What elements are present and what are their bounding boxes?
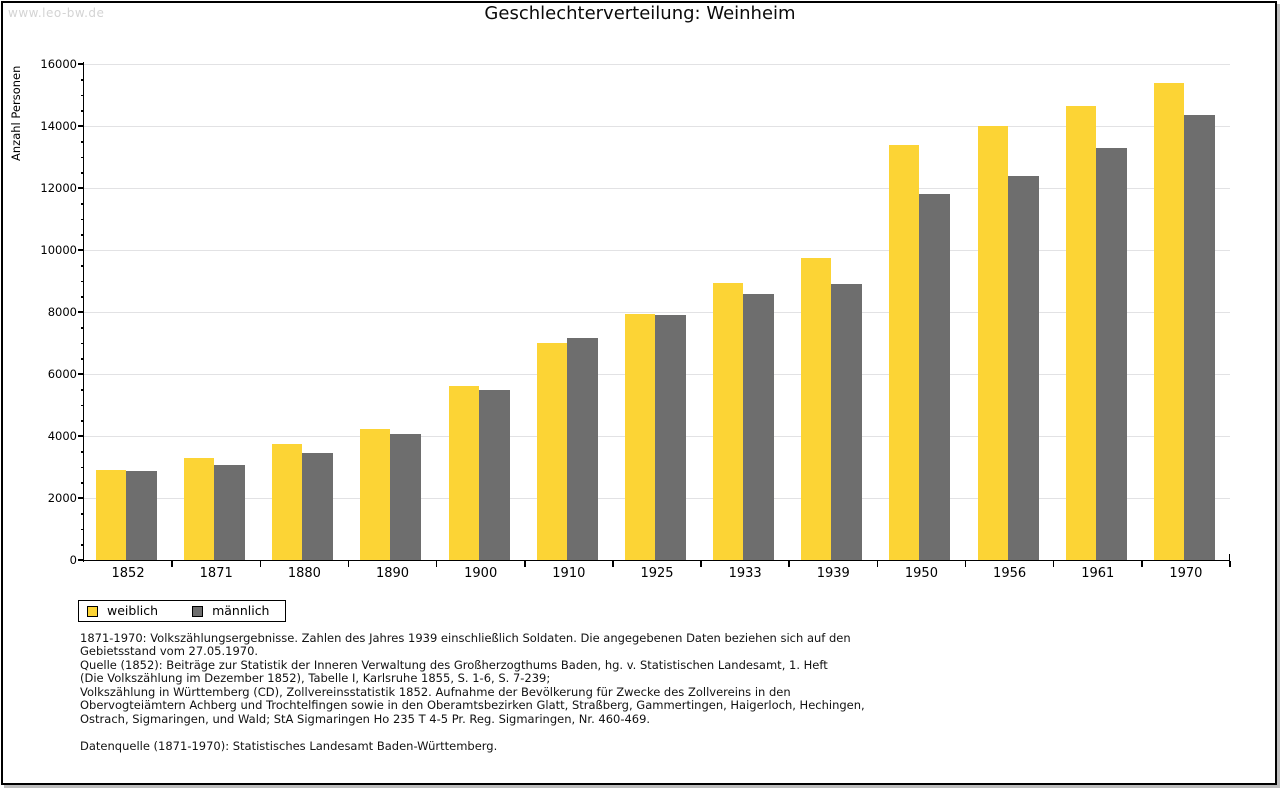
bar-weiblich-1970 (1153, 82, 1184, 560)
y-tick-label-2000: 2000 (47, 491, 77, 505)
y-tick-label-6000: 6000 (47, 367, 77, 381)
footnote-line-6: Obervogteiämtern Achberg und Trochtelfin… (80, 698, 865, 713)
y-tick-6000 (78, 373, 84, 375)
watermark: www.leo-bw.de (8, 6, 105, 20)
footnote-line-5: Volkszählung in Württemberg (CD), Zollve… (80, 684, 791, 699)
x-axis-end-tick (1228, 554, 1230, 560)
bar-männlich-1880 (302, 452, 334, 560)
x-tick-12 (1141, 561, 1143, 567)
bar-männlich-1933 (743, 294, 775, 560)
legend-label-weiblich: weiblich (107, 603, 159, 618)
x-tick-9 (876, 561, 879, 567)
y-tick-label-0: 0 (69, 553, 77, 567)
bar-männlich-1956 (1007, 175, 1039, 560)
legend: weiblich männlich (78, 600, 287, 622)
x-label-1890: 1890 (375, 566, 410, 581)
x-axis-line (82, 559, 1230, 561)
y-tick-2000 (78, 497, 84, 499)
y-axis-label: Anzahl Personen (9, 65, 23, 161)
y-tick-8000 (78, 311, 84, 313)
footnotes: 1871-1970: Volkszählungsergebnisse. Zahl… (80, 631, 865, 726)
footnote-line-4: (Die Volkszählung im Dezember 1852), Tab… (80, 671, 551, 686)
x-tick-3 (347, 561, 350, 567)
y-axis-line (82, 62, 84, 562)
bar-männlich-1910 (566, 338, 598, 560)
bar-weiblich-1925 (624, 313, 655, 560)
y-tick-4000 (78, 435, 84, 437)
y-tick-label-12000: 12000 (40, 181, 77, 195)
chart-title: Geschlechterverteilung: Weinheim (484, 3, 796, 24)
legend-swatch-männlich (192, 605, 204, 617)
bar-weiblich-1933 (713, 283, 744, 560)
bar-weiblich-1956 (977, 126, 1008, 560)
footnote-line-3: Quelle (1852): Beiträge zur Statistik de… (80, 657, 828, 672)
bar-weiblich-1961 (1065, 105, 1096, 560)
gridline-10000 (84, 249, 1230, 251)
y-tick-12000 (78, 187, 84, 189)
bar-weiblich-1852 (96, 470, 126, 560)
x-label-1933: 1933 (728, 566, 762, 581)
x-tick-5 (524, 561, 526, 567)
x-label-1956: 1956 (993, 566, 1027, 581)
x-tick-10 (964, 561, 967, 567)
x-label-1939: 1939 (816, 566, 850, 581)
x-label-1852: 1852 (111, 566, 145, 581)
datasource-note: Datenquelle (1871-1970): Statistisches L… (80, 739, 498, 753)
bar-männlich-1852 (126, 470, 157, 560)
bar-weiblich-1950 (889, 144, 920, 560)
bar-weiblich-1890 (360, 428, 391, 560)
y-tick-0 (78, 559, 84, 561)
bar-weiblich-1910 (536, 343, 567, 560)
y-tick-label-16000: 16000 (40, 57, 77, 71)
footnote-line-7: Ostrach, Sigmaringen, und Wald; StA Sigm… (80, 711, 651, 726)
x-label-1970: 1970 (1169, 566, 1203, 581)
x-tick-4 (435, 561, 438, 567)
gridline-16000 (84, 63, 1230, 65)
x-tick-8 (788, 561, 790, 567)
y-tick-label-14000: 14000 (40, 119, 77, 133)
x-label-1950: 1950 (904, 566, 938, 581)
x-label-1900: 1900 (464, 566, 498, 581)
gridline-8000 (84, 311, 1230, 313)
footnote-line-1: 1871-1970: Volkszählungsergebnisse. Zahl… (80, 631, 851, 645)
gridline-14000 (84, 125, 1230, 127)
x-tick-11 (1052, 561, 1055, 567)
bar-männlich-1970 (1183, 115, 1215, 560)
bar-männlich-1925 (654, 315, 686, 560)
gridline-12000 (84, 187, 1230, 189)
x-label-1925: 1925 (640, 566, 674, 581)
y-tick-10000 (78, 249, 84, 251)
bar-weiblich-1939 (801, 257, 832, 560)
x-label-1961: 1961 (1081, 566, 1115, 581)
bar-männlich-1871 (214, 464, 246, 560)
legend-item-männlich: männlich (192, 604, 269, 618)
x-label-1880: 1880 (287, 566, 321, 581)
bar-weiblich-1880 (272, 444, 303, 560)
y-tick-16000 (78, 63, 84, 65)
y-tick-label-10000: 10000 (40, 243, 77, 257)
x-tick-2 (259, 561, 262, 567)
x-tick-6 (612, 561, 614, 567)
bar-männlich-1939 (831, 284, 863, 560)
y-tick-14000 (78, 125, 84, 127)
bar-männlich-1950 (919, 194, 951, 560)
x-tick-7 (700, 561, 702, 567)
x-tick-13 (1229, 561, 1231, 567)
bar-weiblich-1900 (448, 386, 479, 560)
legend-item-weiblich: weiblich (87, 604, 158, 618)
legend-swatch-weiblich (87, 605, 98, 617)
bar-männlich-1890 (390, 434, 422, 560)
bar-männlich-1900 (478, 389, 510, 560)
footnote-line-2: Gebietsstand vom 27.05.1970. (80, 644, 259, 659)
legend-label-männlich: männlich (212, 603, 270, 618)
bar-weiblich-1871 (184, 457, 215, 560)
bar-männlich-1961 (1095, 147, 1127, 560)
x-tick-1 (171, 561, 173, 567)
y-tick-label-8000: 8000 (47, 305, 77, 319)
x-label-1910: 1910 (552, 566, 586, 581)
x-label-1871: 1871 (199, 566, 233, 581)
y-tick-label-4000: 4000 (47, 429, 77, 443)
